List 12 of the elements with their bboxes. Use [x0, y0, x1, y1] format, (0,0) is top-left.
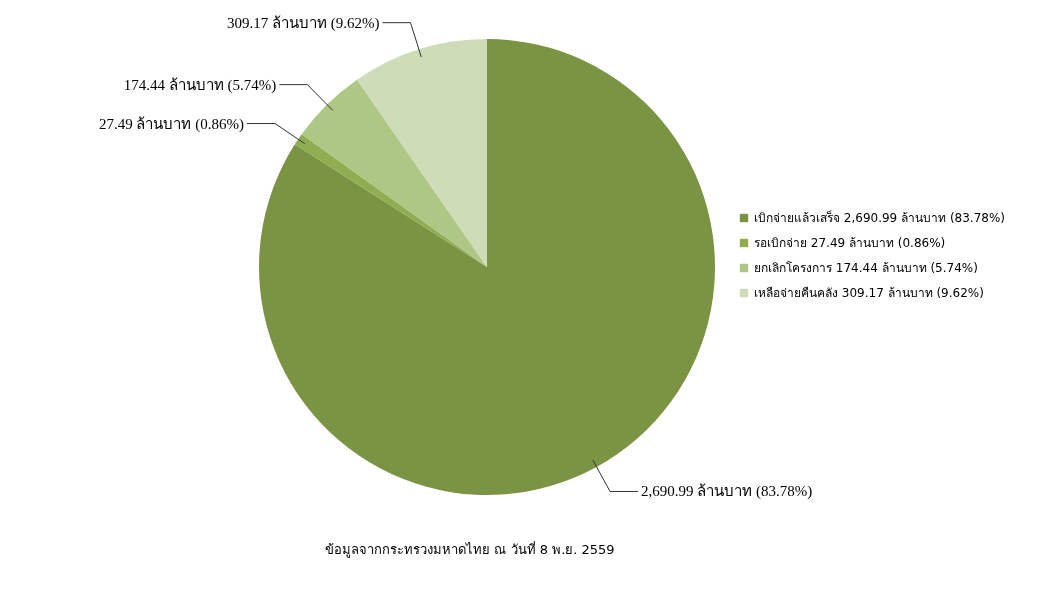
legend-label: เหลือจ่ายคืนคลัง 309.17 ล้านบาท (9.62%) [754, 286, 984, 300]
pie-slice [301, 79, 487, 267]
legend-label: ยกเลิกโครงการ 174.44 ล้านบาท (5.74%) [754, 261, 978, 275]
pie-slice [294, 134, 487, 267]
text: ข้อมูลจากกระทรวงมหาดไทย ณ วันที่ 8 พ.ย. 2559 [325, 541, 615, 558]
legend-label: เบิกจ่ายแล้วเสร็จ 2,690.99 ล้านบาท (83.78%) [754, 210, 1005, 225]
data-label: 27.49 ล้านบาท (0.86%) [98, 115, 244, 133]
pie-slice [357, 39, 487, 267]
legend-label: รอเบิกจ่าย 27.49 ล้านบาท (0.86%) [754, 236, 946, 250]
data-label: 2,690.99 ล้านบาท (83.78%) [641, 483, 813, 501]
data-label: 309.17 ล้านบาท (9.62%) [227, 14, 380, 32]
data-label: 174.44 ล้านบาท (5.74%) [123, 76, 277, 94]
